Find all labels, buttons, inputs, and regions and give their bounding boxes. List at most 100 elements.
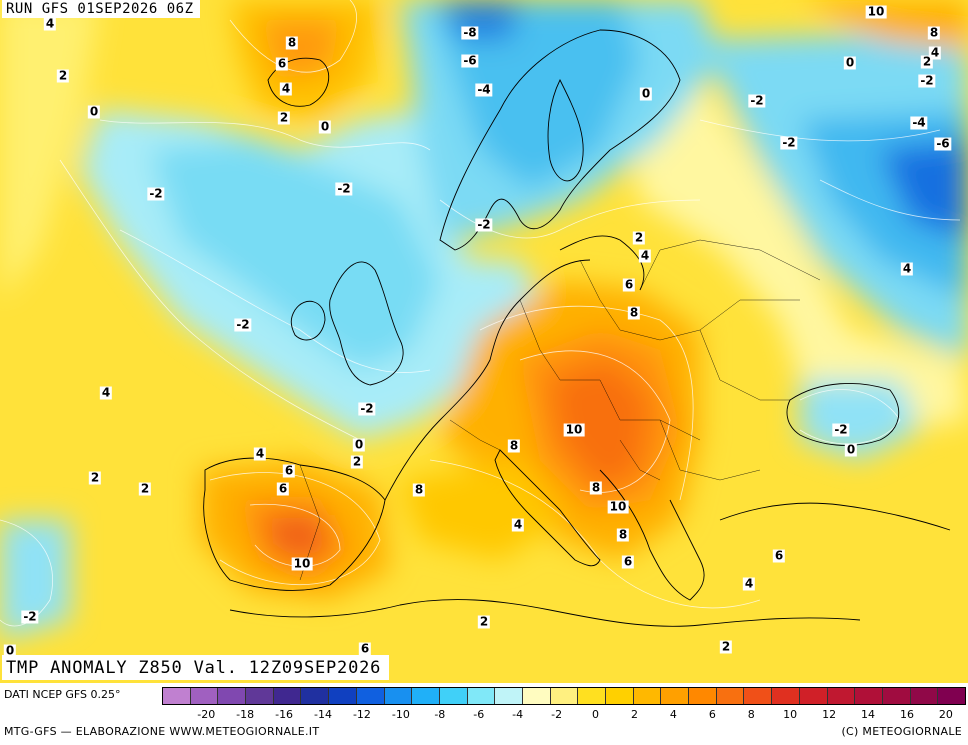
contour-label: 4 [279,81,293,96]
contour-label: -2 [21,609,39,624]
legend-swatch [855,688,883,704]
legend-swatch [550,688,579,704]
credit-right: (C) METEOGIORNALE [841,725,962,738]
contour-label: -2 [748,93,766,108]
contour-label: 10 [865,4,887,19]
legend-tick-label: 2 [630,708,638,721]
contour-label: 10 [563,422,585,437]
legend-swatch [384,688,413,704]
legend-swatch [522,688,551,704]
contour-label: 8 [927,25,941,40]
contour-label: 2 [350,454,364,469]
contour-label: 0 [843,55,857,70]
contour-label: 4 [99,385,113,400]
legend-tick-label: -14 [314,708,332,721]
contour-label: 6 [275,56,289,71]
contour-label: 6 [621,554,635,569]
legend-swatch [689,688,717,704]
legend-swatch [578,688,606,704]
legend-swatch [938,688,965,704]
legend-swatch [606,688,634,704]
legend-swatch [412,688,440,704]
legend-ticks: -20 -18 -16 -14 -12 -10 -8 -6 -4 -2 0 2 4 6 8 10 12 14 16 2… [162,708,966,722]
legend-tick-label: -16 [275,708,294,721]
legend-swatch [772,688,800,704]
temperature-anomaly-map [0,0,968,683]
contour-label: 4 [511,517,525,532]
contour-label: 2 [477,614,491,629]
contour-label: -2 [475,217,493,232]
contour-label: 10 [607,499,629,514]
contour-label: 0 [318,119,332,134]
legend-tick-label: -20 [197,708,216,721]
contour-label: -8 [461,25,479,40]
contour-label: 2 [56,68,70,83]
legend-swatch [661,688,690,704]
legend-swatch [301,688,330,704]
contour-label: 2 [138,481,152,496]
contour-label: 4 [742,576,756,591]
contour-label: 6 [276,481,290,496]
contour-label: -4 [475,82,493,97]
contour-label: -2 [147,186,165,201]
legend-tick-label: -4 [512,708,524,721]
contour-label: -2 [335,181,353,196]
legend-tick-label: -12 [352,708,371,721]
contour-label: 6 [282,463,296,478]
legend-swatch [356,688,385,704]
contour-label: 10 [291,556,313,571]
contour-label: 0 [3,643,17,658]
legend-tick-label: 14 [861,708,876,721]
legend-swatch [439,688,468,704]
contour-label: 6 [622,277,636,292]
legend-swatch [744,688,773,704]
legend-tick-label: 6 [708,708,716,721]
legend-tick-label: -8 [434,708,446,721]
legend-tick-label: -10 [391,708,410,721]
contour-label: -2 [918,73,936,88]
contour-label: 6 [772,548,786,563]
contour-label: 0 [844,442,858,457]
contour-label: 8 [589,480,603,495]
legend-tick-label: 12 [822,708,837,721]
data-source: DATI NCEP GFS 0.25° [4,688,121,701]
legend-swatch [910,688,939,704]
legend-tick-label: -6 [473,708,485,721]
contour-label: 8 [616,527,630,542]
contour-label: -2 [358,401,376,416]
legend-swatch [273,688,302,704]
legend-tick-label: 8 [747,708,755,721]
legend-swatch [329,688,357,704]
legend-tick-label: 16 [899,708,914,721]
contour-label: 2 [920,54,934,69]
footer: DATI NCEP GFS 0.25° -20 -18 -16 -14 -12 -10 -8… [0,683,968,745]
legend-swatch [190,688,219,704]
coastlines [203,29,951,627]
legend-tick-label: -18 [236,708,255,721]
run-label: RUN GFS 01SEP2026 06Z [2,0,200,18]
contour-label: 4 [253,446,267,461]
legend-tick-label: 10 [783,708,798,721]
contour-label: 4 [638,248,652,263]
contour-label: 8 [507,438,521,453]
contour-label: -2 [832,422,850,437]
contour-label: 2 [277,110,291,125]
contour-label: 2 [632,230,646,245]
contour-label: 0 [639,86,653,101]
legend-swatch [882,688,911,704]
legend-tick-label: -2 [551,708,563,721]
legend-swatch [218,688,247,704]
country-borders [299,239,821,581]
legend-swatch [467,688,496,704]
legend-swatch [495,688,523,704]
legend-swatch [716,688,745,704]
contour-label: 2 [719,639,733,654]
legend-swatch [827,688,856,704]
legend-tick-label: 0 [592,708,600,721]
contour-label: 8 [412,482,426,497]
contour-label: -6 [461,53,479,68]
legend-swatch [163,688,191,704]
contour-label: 0 [87,104,101,119]
legend-swatch [799,688,828,704]
contour-label: -2 [234,317,252,332]
